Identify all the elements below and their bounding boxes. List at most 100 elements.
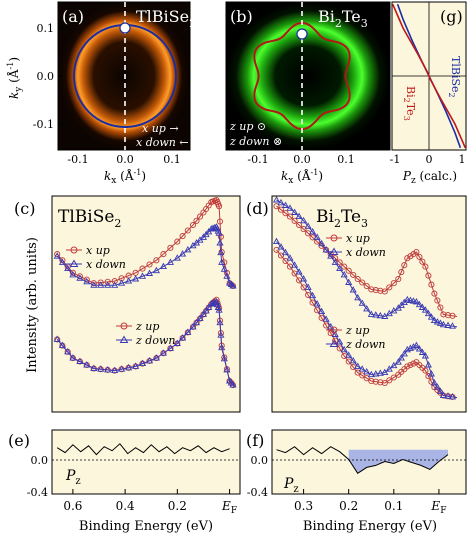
panel-a-ylabel: ky (Å-1) (6, 57, 24, 99)
panel-d-marker-down (349, 286, 357, 293)
panel-d-marker-down (394, 358, 402, 365)
panel-d-marker-up (345, 267, 352, 274)
panel-c-legend-z: z up z down (116, 320, 175, 347)
panel-d-marker-up (282, 210, 289, 217)
panel-c-marker-down (229, 381, 237, 388)
panel-c-curve-z-down (56, 301, 236, 388)
panel-c-marker-down (97, 365, 105, 372)
panel-d-marker-down (418, 348, 426, 355)
panel-d-marker-up (381, 288, 388, 295)
panel-d-marker-down (309, 227, 317, 235)
panel-d-marker-down (367, 310, 375, 317)
panel-d-marker-down (430, 316, 438, 324)
panel-d-marker-down (427, 370, 435, 377)
panel-d-marker-down (291, 261, 299, 268)
panel-d-marker-down (406, 344, 414, 351)
panel-d-legend-z-down: z down (345, 338, 385, 351)
panel-f-xtick: 0.1 (384, 499, 403, 513)
panel-c-marker-down (173, 339, 181, 346)
panel-c-marker-down (223, 272, 231, 279)
panel-c-marker-down (145, 269, 154, 276)
panel-d-marker-down (340, 270, 348, 278)
panel-d-marker-down (430, 379, 438, 386)
panel-d-marker-up (359, 279, 366, 286)
panel-d-marker-down (349, 356, 357, 364)
panel-c-marker-up (189, 221, 197, 229)
panel-e-ytick: 0.0 (31, 454, 49, 467)
panel-d-marker-up (291, 270, 298, 277)
panel-d-marker-down (436, 319, 444, 326)
panel-a-yaxis: 0.1 0.0 -0.1 ky (Å-1) (6, 22, 63, 131)
panel-d-marker-down (415, 300, 423, 308)
panel-c-marker-down (229, 282, 237, 289)
panel-c-legend-z-up: z up (135, 320, 159, 333)
panel-d-marker-down (340, 345, 348, 353)
panel-c-marker-down (58, 258, 66, 265)
panel-d-marker-down (281, 248, 290, 256)
panel-d-marker-up (286, 213, 294, 220)
panel-d-marker-up (372, 287, 379, 294)
panel-d-marker-down (304, 283, 312, 290)
panel-f-ytick: -0.4 (247, 486, 268, 499)
panel-d-marker-down (322, 315, 330, 322)
panel-c-legend-z-down: z down (135, 334, 175, 347)
panel-a-ytick: -0.1 (33, 118, 54, 131)
panel-e-xtick: 0.2 (168, 499, 187, 513)
panel-d-marker-up (386, 284, 393, 291)
panel-d-marker-down (300, 275, 308, 282)
panel-d-marker-down (358, 365, 366, 372)
panel-a-legend-x-up: x up → (142, 122, 179, 135)
panel-d-marker-down (400, 349, 408, 357)
panel-c-marker-down (83, 277, 91, 285)
panel-d-marker-down (327, 252, 335, 259)
panel-d-marker-down (418, 303, 426, 310)
panel-d-marker-up (282, 257, 289, 265)
panel-b-xaxis: -0.1 0.0 0.1 kx (Å-1) (247, 153, 354, 186)
panel-d-marker-down (433, 318, 441, 325)
panel-a-xtick: 0.1 (163, 153, 181, 166)
panel-c-marker-up (184, 227, 191, 234)
panel-e-xtick: 0.6 (63, 499, 82, 513)
panel-c-marker-up (153, 257, 160, 264)
panel-d-marker-up (422, 367, 429, 374)
panel-c-marker-up (104, 278, 111, 285)
panel-c-marker-down (202, 306, 210, 314)
panel-b-xtick: -0.1 (247, 153, 268, 166)
panel-c-title: TlBiSe2 (58, 207, 121, 230)
panel-c-marker-down (166, 258, 174, 265)
panel-d-marker-down (354, 362, 362, 369)
panel-f: (f) Pz 0.0 -0.4 0.3 0.2 0.1 EF Binding Ener… (246, 429, 467, 534)
panel-d-marker-down (331, 330, 339, 337)
panel-f-xlabel: Binding Energy (eV) (303, 519, 437, 534)
panel-d-marker-down (281, 201, 290, 208)
panel-d-marker-down (318, 307, 326, 315)
panel-c-marker-down (132, 275, 140, 282)
panel-b-xlabel: kx (Å-1) (281, 168, 323, 186)
panel-e-ylabel: Pz (65, 468, 81, 487)
panel-c-marker-up (216, 203, 223, 210)
panel-d-marker-up (425, 272, 432, 279)
panel-d-marker-down (403, 295, 411, 303)
panel-d-marker-down (291, 208, 299, 215)
panel-d-marker-down (436, 387, 444, 394)
panel-d-marker-up (359, 372, 366, 379)
panel-d-marker-down (390, 361, 398, 369)
panel-b-label: (b) (230, 7, 253, 26)
panel-f-xtick: 0.2 (339, 499, 358, 513)
panel-c-marker-down (118, 365, 126, 372)
panel-f-shaded-area (348, 449, 448, 474)
panel-d-marker-down (448, 392, 457, 400)
panel-c-marker-down (216, 239, 224, 246)
panel-c-curve-x-down (56, 226, 236, 288)
panel-d-marker-down (424, 361, 432, 368)
panel-c-marker-down (76, 274, 84, 281)
panel-c-marker-down (138, 359, 147, 367)
panel-c-marker-down (179, 334, 187, 341)
panel-c-marker-down (152, 266, 160, 274)
panel-c-marker-down (215, 306, 223, 313)
panel-d-marker-up (368, 377, 375, 385)
panel-d-legend-z-up: z up (345, 324, 369, 337)
panel-d-marker-down (277, 198, 285, 206)
panel-d-marker-down (295, 268, 303, 275)
panel-c-marker-down (220, 265, 228, 272)
